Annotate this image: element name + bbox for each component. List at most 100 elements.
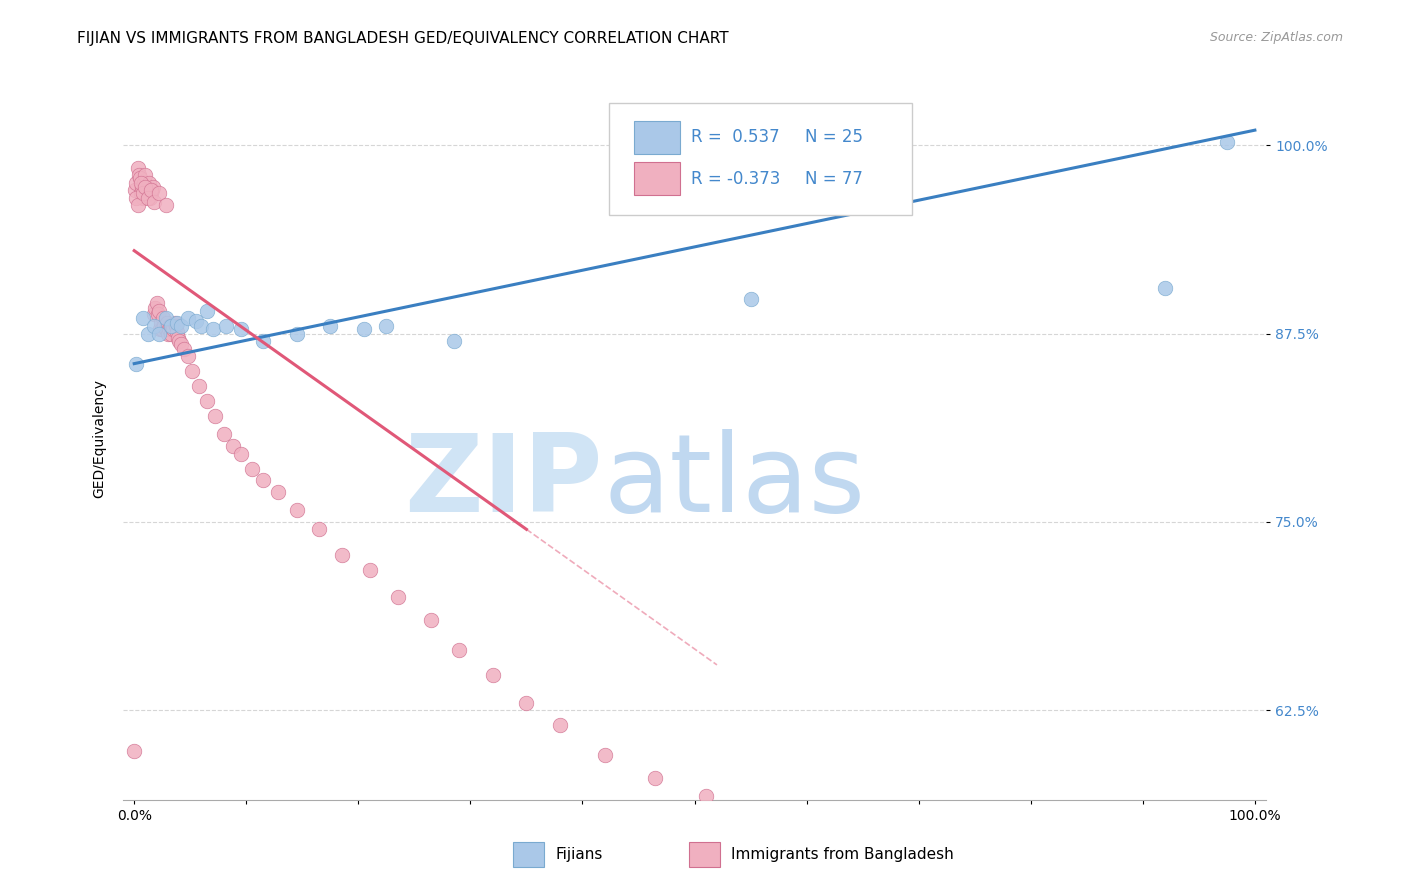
Point (173, 342, 195, 356)
Point (204, 409, 226, 424)
Point (148, 326, 170, 341)
Point (266, 484, 288, 499)
Text: R =  0.537: R = 0.537 (692, 128, 780, 146)
Point (252, 334, 274, 348)
Point (240, 462, 263, 476)
Point (125, 176, 148, 190)
Point (148, 186, 170, 201)
Point (166, 325, 188, 339)
Point (156, 316, 179, 330)
Point (152, 311, 174, 326)
Point (127, 198, 149, 212)
Point (330, 548, 353, 562)
Point (143, 307, 166, 321)
Point (170, 337, 193, 351)
Point (139, 191, 162, 205)
Point (695, 789, 717, 803)
Bar (513, 842, 544, 867)
Point (127, 161, 149, 175)
Point (449, 643, 471, 657)
Point (157, 322, 180, 336)
Point (195, 394, 218, 409)
Point (148, 304, 170, 318)
Point (153, 318, 176, 333)
Point (160, 318, 183, 333)
Point (170, 318, 193, 333)
Point (285, 326, 308, 341)
Point (134, 169, 156, 183)
Point (128, 169, 150, 183)
FancyBboxPatch shape (609, 103, 911, 215)
Point (135, 186, 157, 201)
Point (167, 331, 190, 345)
Point (375, 318, 398, 333)
Point (136, 191, 159, 205)
Point (129, 176, 152, 190)
Point (252, 473, 274, 487)
Bar (689, 842, 720, 867)
Point (128, 171, 150, 186)
Text: R = -0.373: R = -0.373 (692, 169, 780, 187)
Point (177, 349, 200, 363)
Point (145, 301, 167, 315)
Point (145, 296, 167, 310)
Point (229, 322, 252, 336)
Text: N = 77: N = 77 (806, 169, 863, 187)
Point (166, 316, 188, 330)
Point (167, 334, 190, 348)
Point (155, 198, 177, 212)
Text: ZIP: ZIP (405, 429, 603, 535)
Point (136, 183, 159, 197)
Point (146, 307, 169, 321)
Point (308, 522, 330, 536)
Text: N = 25: N = 25 (806, 128, 863, 146)
Point (319, 318, 342, 333)
Point (482, 668, 505, 682)
Point (125, 357, 148, 371)
Point (443, 334, 465, 348)
Point (129, 186, 152, 201)
Point (188, 379, 211, 393)
Point (215, 318, 238, 333)
Point (136, 326, 159, 341)
Point (143, 195, 166, 210)
Point (131, 180, 153, 194)
Y-axis label: GED/Equivalency: GED/Equivalency (93, 379, 107, 499)
Text: Fijians: Fijians (555, 847, 603, 862)
Point (139, 183, 162, 197)
Point (155, 322, 177, 336)
Point (142, 180, 165, 194)
Point (1216, 135, 1239, 149)
Point (125, 191, 148, 205)
Point (141, 183, 163, 197)
Point (222, 440, 245, 454)
Point (177, 311, 200, 326)
Point (149, 322, 172, 336)
Point (515, 696, 537, 710)
Point (156, 326, 179, 341)
Point (644, 771, 666, 785)
Point (212, 427, 235, 442)
Point (195, 304, 218, 318)
Text: Source: ZipAtlas.com: Source: ZipAtlas.com (1209, 31, 1343, 45)
Point (155, 311, 177, 326)
Point (201, 322, 224, 336)
Point (132, 311, 155, 326)
Point (359, 563, 381, 577)
Point (165, 318, 187, 333)
Point (150, 316, 173, 330)
Point (387, 590, 409, 604)
Point (138, 176, 160, 190)
Point (160, 326, 183, 341)
Point (190, 318, 212, 333)
Point (548, 718, 571, 732)
FancyBboxPatch shape (634, 120, 679, 154)
Point (162, 322, 184, 336)
Point (285, 502, 308, 516)
Point (593, 748, 616, 763)
Point (353, 322, 375, 336)
Point (139, 186, 162, 201)
Point (184, 314, 207, 328)
Point (143, 318, 166, 333)
Point (181, 364, 204, 378)
